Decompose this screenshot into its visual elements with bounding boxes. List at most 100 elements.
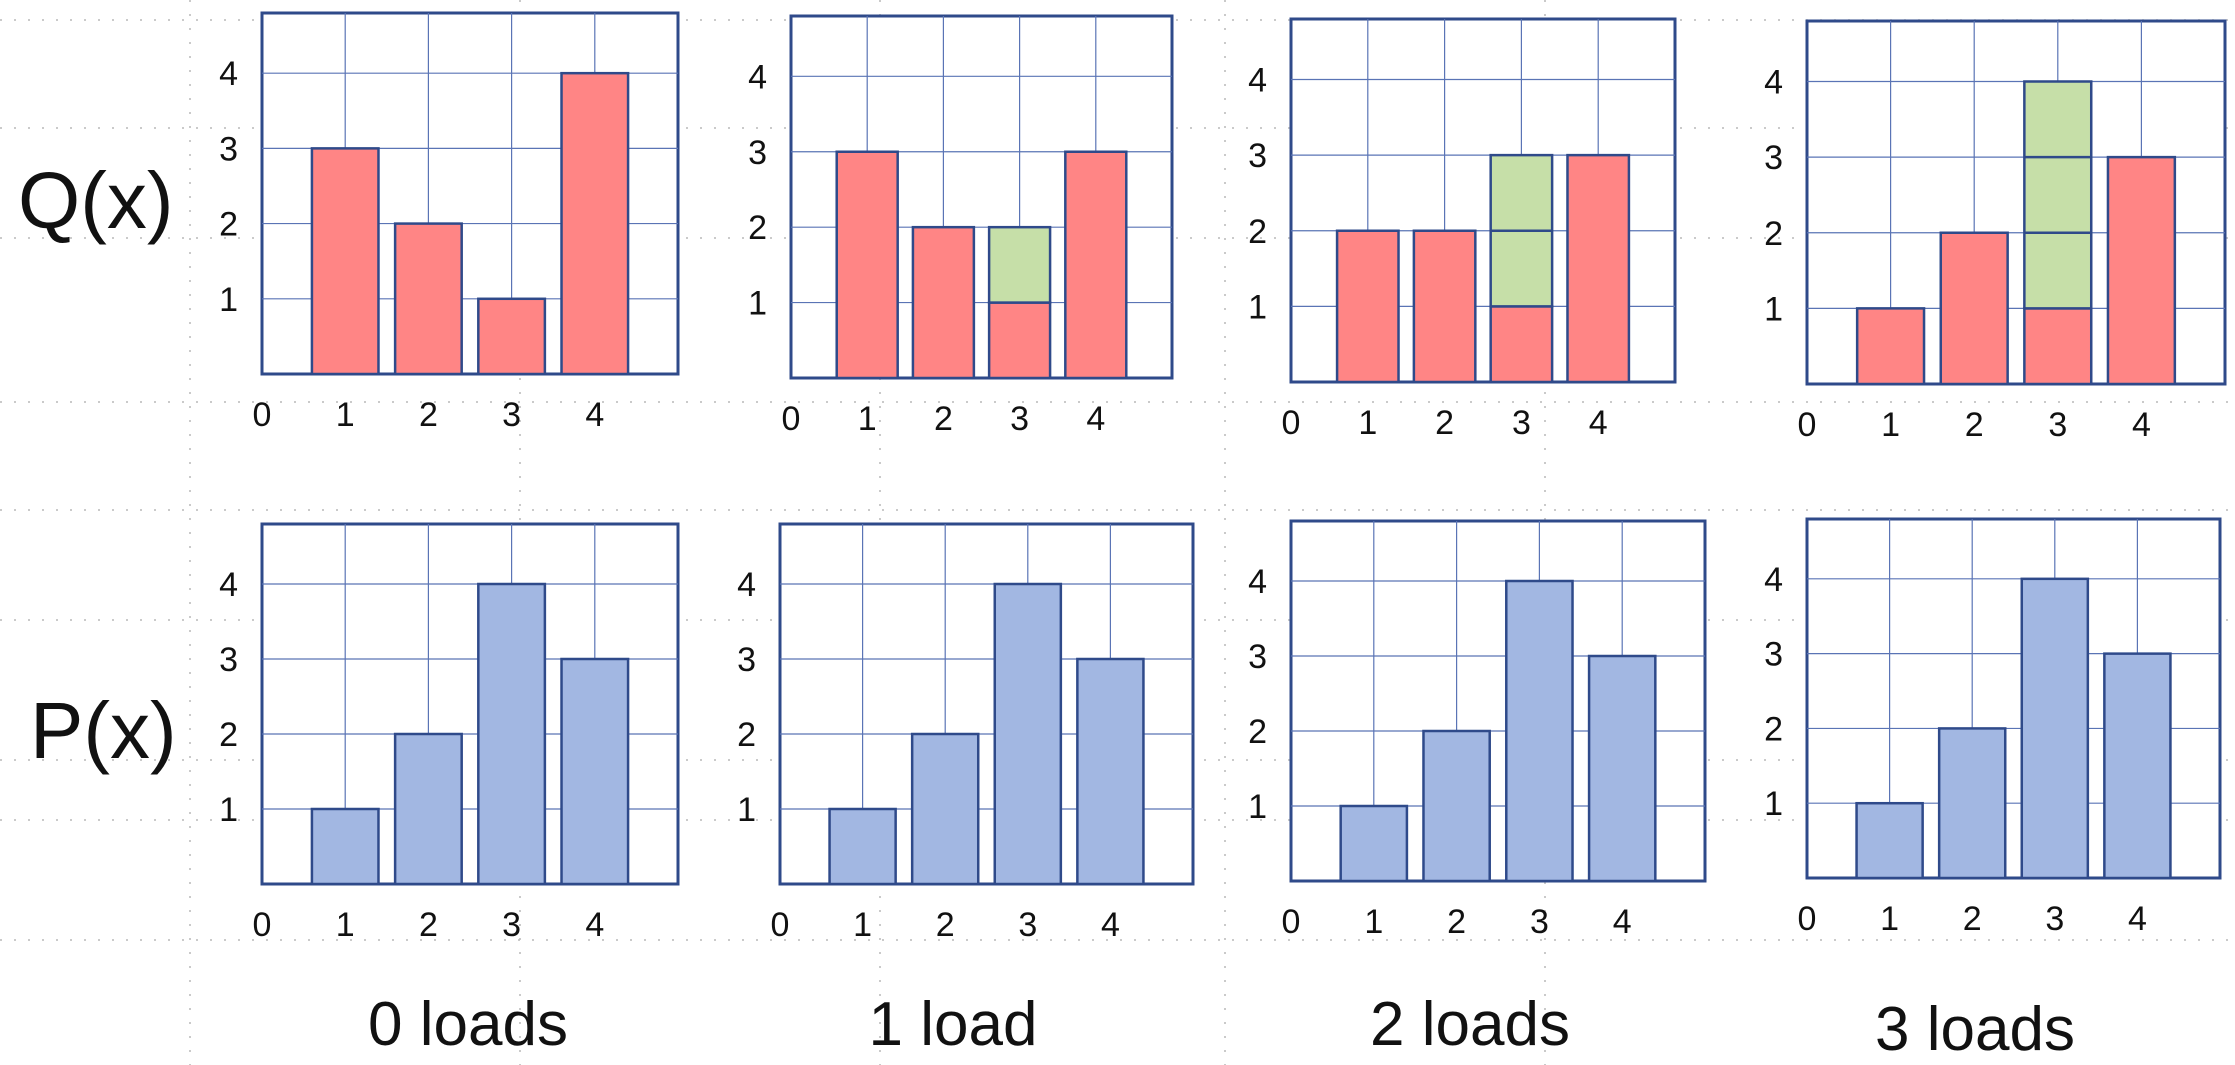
y-tick-label-4: 4: [1764, 561, 1783, 599]
y-tick-label-4: 4: [219, 55, 238, 93]
q-bar-1: [835, 150, 899, 380]
y-tick-label-2: 2: [1764, 215, 1783, 253]
y-tick-label-2: 2: [748, 209, 767, 247]
y-tick-label-3: 3: [219, 641, 238, 679]
x-tick-label-4: 4: [585, 906, 604, 944]
y-tick-label-1: 1: [1764, 290, 1783, 328]
y-tick-label-1: 1: [219, 281, 238, 319]
x-tick-label-0: 0: [782, 400, 801, 438]
x-tick-label-0: 0: [253, 396, 272, 434]
chart-0: 1 2 3 4 0 1 2 3 4: [219, 11, 680, 434]
p-bar-3: [477, 582, 547, 886]
y-tick-label-2: 2: [1764, 710, 1783, 748]
p-bar-2: [1937, 727, 2007, 880]
y-tick-label-2: 2: [737, 716, 756, 754]
p-bar-4: [1587, 654, 1657, 883]
x-tick-label-1: 1: [1880, 900, 1899, 938]
y-tick-label-2: 2: [1248, 213, 1267, 251]
p-bar-4: [1076, 657, 1145, 886]
q-bar-1: [1855, 307, 1926, 386]
charts-group: 1 2 3 4 0 1 2 3 4 1 2 3 4 0 1 2 3 4 1 2 3 4 0 1 2 3 4 1 2 3 4 0 1 2 3 4 1 2 3 4…: [219, 11, 2227, 944]
y-tick-label-4: 4: [1248, 563, 1267, 601]
chart-2: 1 2 3 4 0 1 2 3 4: [1248, 17, 1677, 442]
q-bar-2: [393, 222, 463, 376]
row-label-q: Q(x): [18, 156, 174, 245]
column-label-2: 2 loads: [1370, 990, 1570, 1059]
x-tick-label-4: 4: [1589, 404, 1608, 442]
x-tick-label-4: 4: [1613, 903, 1632, 941]
y-tick-label-2: 2: [219, 716, 238, 754]
y-tick-label-3: 3: [1248, 137, 1267, 175]
x-tick-label-2: 2: [1447, 903, 1466, 941]
q-bar-2: [1939, 231, 2009, 386]
x-tick-label-2: 2: [1435, 404, 1454, 442]
p-bar-4: [560, 657, 630, 886]
q-bar-3: [987, 301, 1052, 380]
y-tick-label-4: 4: [737, 566, 756, 604]
q-bar-4: [1064, 150, 1128, 380]
x-tick-label-3: 3: [1530, 903, 1549, 941]
y-tick-label-4: 4: [219, 566, 238, 604]
x-tick-label-1: 1: [1881, 406, 1900, 444]
p-bar-1: [1855, 801, 1924, 880]
y-tick-label-1: 1: [1248, 788, 1267, 826]
x-tick-label-3: 3: [1010, 400, 1029, 438]
x-tick-label-2: 2: [1963, 900, 1982, 938]
x-tick-label-3: 3: [1512, 404, 1531, 442]
x-tick-label-4: 4: [1086, 400, 1105, 438]
x-tick-label-1: 1: [858, 400, 877, 438]
p-bar-2: [910, 732, 980, 886]
x-tick-label-3: 3: [2045, 900, 2064, 938]
x-tick-label-1: 1: [336, 906, 355, 944]
chart-7: 1 2 3 4 0 1 2 3 4: [1764, 517, 2222, 938]
column-label-0: 0 loads: [368, 990, 568, 1059]
p-bar-2: [1422, 729, 1491, 883]
y-tick-label-3: 3: [1764, 139, 1783, 177]
y-tick-label-1: 1: [748, 285, 767, 323]
x-tick-label-1: 1: [1364, 903, 1383, 941]
q-bar-3: [1489, 305, 1554, 384]
x-tick-label-4: 4: [585, 396, 604, 434]
chart-3: 1 2 3 4 0 1 2 3 4: [1764, 19, 2227, 444]
p-bar-1: [828, 807, 897, 886]
chart-1: 1 2 3 4 0 1 2 3 4: [748, 14, 1174, 438]
p-bar-4: [2103, 652, 2172, 880]
x-tick-label-2: 2: [419, 396, 438, 434]
row-label-p: P(x): [30, 686, 177, 775]
x-tick-label-0: 0: [771, 906, 790, 944]
x-tick-label-3: 3: [502, 396, 521, 434]
y-tick-label-1: 1: [219, 791, 238, 829]
q-bar-1: [1335, 229, 1400, 384]
y-tick-label-3: 3: [1248, 638, 1267, 676]
p-bar-3: [1505, 579, 1574, 883]
x-tick-label-3: 3: [502, 906, 521, 944]
p-bar-1: [1339, 804, 1409, 883]
x-tick-label-4: 4: [2132, 406, 2151, 444]
q-load-bar-3: [987, 225, 1052, 304]
y-tick-label-4: 4: [748, 58, 767, 96]
chart-6: 1 2 3 4 0 1 2 3 4: [1248, 519, 1707, 941]
p-bar-3: [2020, 577, 2090, 880]
q-bar-2: [911, 225, 976, 380]
y-tick-label-3: 3: [737, 641, 756, 679]
x-tick-label-2: 2: [934, 400, 953, 438]
y-tick-label-4: 4: [1764, 64, 1783, 102]
x-tick-label-1: 1: [853, 906, 872, 944]
column-label-1: 1 load: [869, 990, 1038, 1059]
y-tick-label-2: 2: [1248, 713, 1267, 751]
x-tick-label-2: 2: [419, 906, 438, 944]
x-tick-label-0: 0: [1798, 900, 1817, 938]
y-tick-label-3: 3: [748, 134, 767, 172]
y-tick-label-3: 3: [1764, 636, 1783, 674]
chart-5: 1 2 3 4 0 1 2 3 4: [737, 522, 1195, 944]
x-tick-label-0: 0: [253, 906, 272, 944]
x-tick-label-4: 4: [2128, 900, 2147, 938]
x-tick-label-0: 0: [1282, 404, 1301, 442]
x-tick-label-1: 1: [1358, 404, 1377, 442]
p-bar-1: [310, 807, 380, 886]
x-tick-label-3: 3: [2048, 406, 2067, 444]
y-tick-label-1: 1: [1248, 288, 1267, 326]
column-label-3: 3 loads: [1875, 995, 2075, 1064]
q-load-bar-3: [2023, 80, 2093, 310]
